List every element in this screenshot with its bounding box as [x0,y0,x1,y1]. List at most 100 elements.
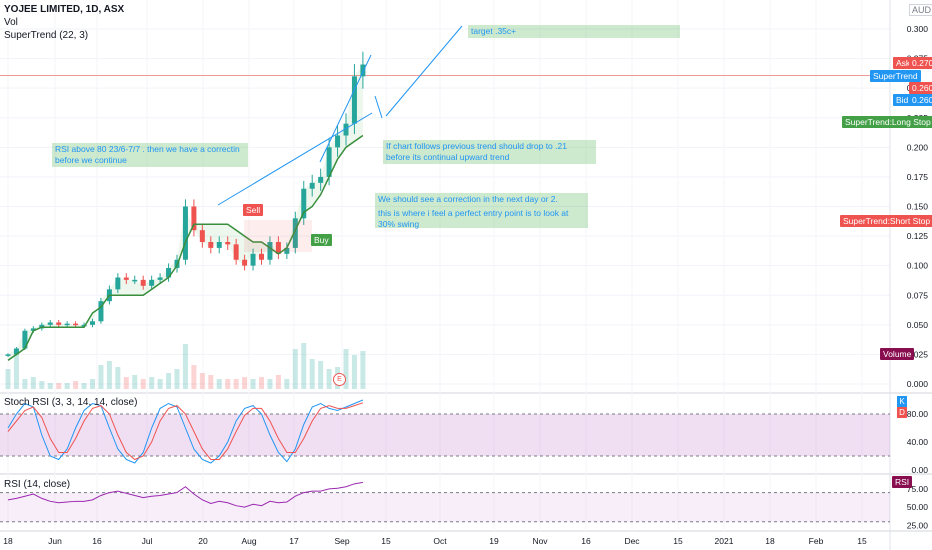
time-tick: 17 [289,536,299,546]
rsi-label[interactable]: RSI (14, close) [4,479,71,490]
stoch-band [0,414,890,456]
vol-label[interactable]: Vol [4,17,18,28]
volume-bar [47,383,53,389]
supertrend-tag: SuperTrend [870,70,921,82]
candle-body [22,330,28,349]
candle-body [5,354,11,356]
volume-bar [242,377,248,389]
bid-label: Bid [893,94,912,106]
drop-projection [374,95,383,119]
time-tick: 15 [673,536,683,546]
stoch-tick: 0.00 [911,465,928,475]
oscillators [0,399,890,523]
candle-body [326,147,332,177]
volume-bar [275,375,281,389]
volume-bar [174,369,180,389]
volume-bar [123,377,129,389]
target-note[interactable]: target .35c+ [468,25,680,38]
rsi-note[interactable]: RSI above 80 23/6-7/7 . then we have a c… [52,143,248,167]
candle-body [267,242,273,260]
price-tick: 0.025 [907,349,929,359]
volume-bar [267,379,273,389]
volume-bar [73,381,79,389]
price-tick: 0.150 [907,202,929,212]
stoch-d-line [7,402,364,461]
volume-bar [351,355,357,389]
volume-bar [90,379,95,389]
candle-body [132,279,138,282]
volume-bars [5,343,366,389]
candle-body [343,123,349,136]
supertrend-path [7,134,364,361]
candle-body [301,188,307,219]
supertrend-label[interactable]: SuperTrend (22, 3) [4,30,89,41]
target-projection [385,25,463,117]
axis-ticks: 0.3000.2750.2500.2250.2000.1750.1500.125… [3,24,928,546]
stoch-tick: 80.00 [907,409,929,419]
rsi-tag: RSI [892,476,913,488]
trend-line-upper [319,54,372,163]
volume-bar [309,359,315,389]
stoch-k-tag: K [897,396,907,407]
volume-bar [30,377,36,389]
candle-body [208,242,214,248]
rsi-tick: 25.00 [907,520,929,530]
candle-body [123,277,129,280]
volume-bar [149,377,155,389]
drawings [217,25,463,252]
candle-body [351,76,357,124]
volume-bar [250,379,256,389]
price-tick: 0.075 [907,290,929,300]
correction-note[interactable]: We should see a correction in the next d… [375,193,588,229]
trend-note[interactable]: If chart follows previous trend should d… [383,140,596,164]
stoch-label[interactable]: Stoch RSI (3, 3, 14, 14, close) [4,397,138,408]
candle-body [157,277,163,280]
candle-body [90,321,95,325]
correction-line-1: We should see a correction in the next d… [378,194,558,204]
candle-body [259,253,264,260]
volume-bar [166,373,172,389]
price-tick: 0.050 [907,320,929,330]
volume-bar [284,379,290,389]
candle-body [284,247,290,254]
volume-bar [56,383,62,389]
candle-body [30,328,36,331]
buy-signal[interactable]: Buy [311,234,332,246]
time-tick: 16 [581,536,591,546]
volume-bar [191,365,197,389]
stoch-tick: 40.00 [907,437,929,447]
candle-body [309,182,315,189]
candle-body [292,218,298,248]
sell-signal[interactable]: Sell [243,204,264,216]
volume-bar [225,379,231,389]
volume-bar [360,351,366,389]
volume-bar [106,361,112,389]
candle-body [149,279,155,286]
time-tick: 18 [3,536,13,546]
trend-line-lower [217,112,373,206]
volume-bar [259,377,264,389]
candle-body [318,176,324,183]
time-tick: 19 [489,536,499,546]
candle-body [13,348,19,355]
candle-body [47,322,53,325]
time-tick: 16 [92,536,102,546]
earnings-marker[interactable]: E [333,373,346,386]
price-tick: 0.200 [907,142,929,152]
volume-bar [326,369,332,389]
volume-bar [343,349,349,389]
time-tick: Aug [241,536,256,546]
volume-bar [140,379,146,389]
candle-body [81,324,87,327]
symbol-title[interactable]: YOJEE LIMITED, 1D, ASX [4,4,125,15]
currency-badge[interactable]: AUD [909,4,932,16]
volume-bar [5,369,11,389]
candle-body [182,206,188,260]
price-tick: 0.300 [907,24,929,34]
candle-body [56,322,62,325]
supertrend-line [7,134,364,361]
candle-body [166,268,172,278]
volume-bar [81,383,87,389]
volume-bar [98,365,104,389]
